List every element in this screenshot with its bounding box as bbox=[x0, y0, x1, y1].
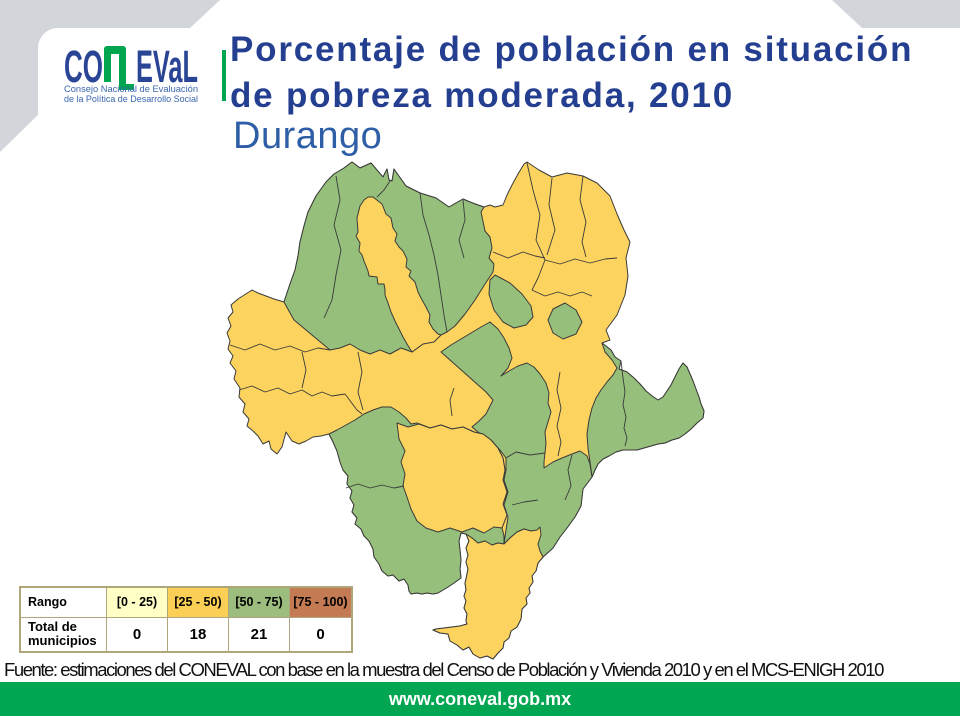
svg-text:EVaL: EVaL bbox=[136, 41, 198, 92]
svg-text:CO: CO bbox=[64, 41, 103, 92]
svg-text:Consejo Nacional de Evaluación: Consejo Nacional de Evaluación bbox=[64, 84, 198, 94]
svg-text:de la Política de Desarrollo S: de la Política de Desarrollo Social bbox=[64, 94, 198, 104]
